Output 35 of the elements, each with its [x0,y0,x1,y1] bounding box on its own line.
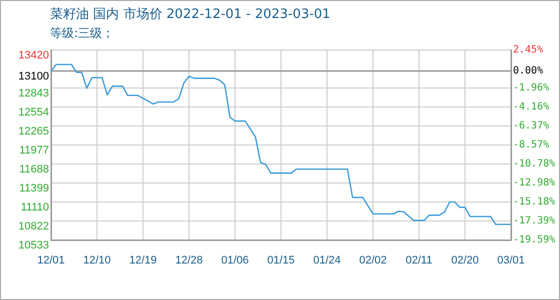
y-tick-label: 11688 [19,164,49,176]
y-tick-label: 13100 [18,70,49,83]
y2-tick-label: -19.59% [513,234,556,246]
y-tick-label: 10533 [18,240,49,252]
y2-tick-label: 0.00% [513,66,544,77]
x-tick-label: 03/01 [497,254,525,267]
y2-tick-label: -17.39% [513,216,556,227]
x-tick-label: 01/24 [313,254,341,267]
y-tick-label: 11399 [19,182,49,195]
x-tick-label: 01/15 [267,254,295,267]
y2-tick-label: -10.78% [513,158,556,170]
x-tick-label: 12/19 [129,254,157,267]
y-tick-label: 11110 [20,202,49,214]
y2-tick-label: -6.37% [513,120,550,132]
x-tick-label: 02/11 [406,254,432,267]
y2-tick-label: -1.96% [513,82,550,94]
y-tick-label: 10822 [18,220,49,233]
y2-tick-label: -15.18% [513,196,556,208]
chart-title: 菜籽油 国内 市场价 2022-12-01 - 2023-03-01 [50,6,330,23]
x-tick-label: 12/01 [37,254,65,267]
y-tick-label: 12554 [18,106,49,119]
y-tick-label: 11977 [19,144,49,156]
y2-tick-label: -12.98% [513,178,556,189]
y2-tick-label: -8.57% [513,140,550,151]
x-tick-label: 01/06 [221,254,249,267]
x-tick-label: 02/02 [359,254,387,267]
x-tick-label: 12/28 [175,254,203,267]
chart-subtitle: 等级:三级； [50,25,114,42]
y-tick-label: 12843 [18,88,49,100]
y-tick-label: 12265 [18,126,49,138]
x-tick-label: 02/20 [451,254,479,267]
x-tick-label: 12/10 [83,254,111,267]
y2-tick-label: 2.45% [513,44,544,56]
y-tick-label: 13420 [18,50,49,62]
y2-tick-label: -4.16% [513,102,550,113]
